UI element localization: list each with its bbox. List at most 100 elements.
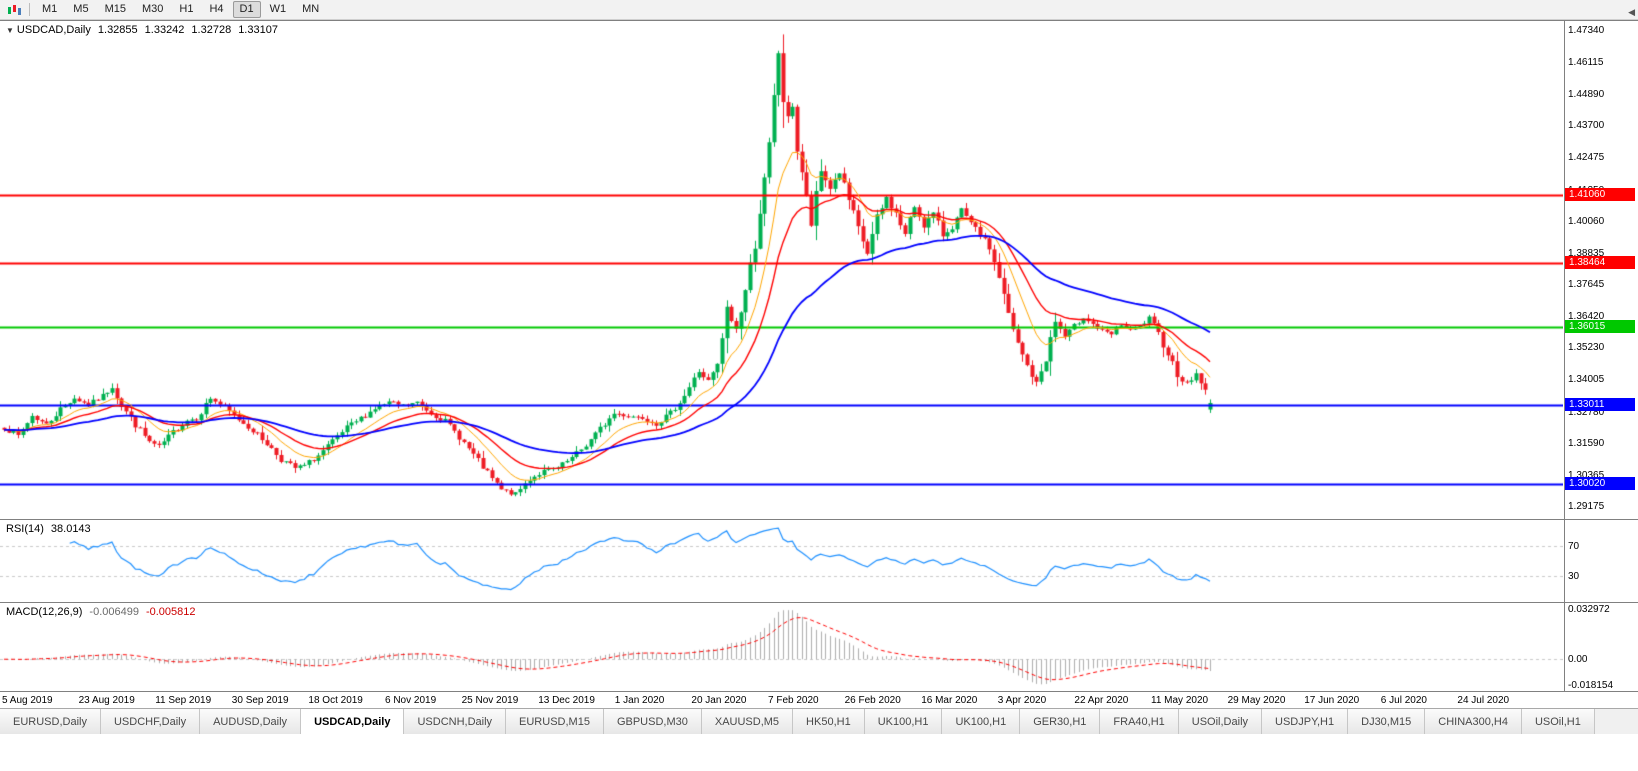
chart-type-icon[interactable] <box>3 2 25 18</box>
price-tick-label: 1.40060 <box>1568 215 1605 227</box>
price-tick-label: 1.37645 <box>1568 279 1605 291</box>
chart-tab-china300-h4[interactable]: CHINA300,H4 <box>1425 709 1522 734</box>
date-label: 30 Sep 2019 <box>231 695 289 706</box>
price-axis[interactable]: 1.473401.461151.448901.437001.424751.412… <box>1564 21 1638 519</box>
date-label: 11 Sep 2019 <box>155 695 212 706</box>
one-click-trading-icon[interactable]: ▼ <box>6 26 14 35</box>
price-line-badge: 1.36015 <box>1565 320 1635 333</box>
chart-tab-usoil-h1[interactable]: USOil,H1 <box>1521 709 1595 734</box>
price-line-badge: 1.33011 <box>1565 398 1635 411</box>
timeframe-button-m15[interactable]: M15 <box>104 3 126 15</box>
toolbar-separator <box>29 3 30 16</box>
date-label: 7 Feb 2020 <box>768 695 819 706</box>
chart-tab-eurusd-daily[interactable]: EURUSD,Daily <box>0 709 101 734</box>
price-line-badge: 1.38464 <box>1565 256 1635 269</box>
price-tick-label: 1.31590 <box>1568 437 1605 449</box>
price-tick-label: 1.38835 <box>1568 247 1605 259</box>
chart-symbol-label: USDCAD,Daily <box>16 24 91 36</box>
timeframe-button-d1[interactable]: D1 <box>232 1 261 18</box>
chart-header: ▼ USDCAD,Daily 1.32855 1.33242 1.32728 1.3310… <box>6 24 278 36</box>
chart-tab-uk100-h1[interactable]: UK100,H1 <box>942 709 1021 734</box>
chart-tab-eurusd-m15[interactable]: EURUSD,M15 <box>506 709 604 734</box>
chart-tab-uk100-h1[interactable]: UK100,H1 <box>864 709 943 734</box>
chart-tab-hk50-h1[interactable]: HK50,H1 <box>793 709 865 734</box>
rsi-tick-label: 70 <box>1568 541 1580 553</box>
chart-tab-fra40-h1[interactable]: FRA40,H1 <box>1100 709 1179 734</box>
price-tick-label: 1.42475 <box>1568 152 1605 164</box>
price-tick-label: 1.36420 <box>1568 311 1605 323</box>
macd-canvas[interactable] <box>0 603 1563 691</box>
rsi-name: RSI(14) <box>6 523 44 535</box>
timeframe-button-w1[interactable]: W1 <box>269 3 287 15</box>
macd-axis[interactable]: 0.032972 0.00 -0.018154 <box>1564 603 1638 691</box>
date-label: 3 Apr 2020 <box>997 695 1047 706</box>
chart-tab-xauusd-m5[interactable]: XAUUSD,M5 <box>701 709 794 734</box>
price-chart-panel: ▼ USDCAD,Daily 1.32855 1.33242 1.32728 1.3310… <box>0 21 1638 519</box>
date-label: 13 Dec 2019 <box>538 695 595 706</box>
macd-main-value: -0.006499 <box>89 606 139 618</box>
date-label: 6 Nov 2019 <box>385 695 437 706</box>
timeframe-button-h4[interactable]: H4 <box>209 3 224 15</box>
chart-tab-usdchf-daily[interactable]: USDCHF,Daily <box>100 709 201 734</box>
rsi-tick-label: 30 <box>1568 570 1580 582</box>
timeframe-button-m5[interactable]: M5 <box>73 3 89 15</box>
timeframe-button-h1[interactable]: H1 <box>179 3 194 15</box>
rsi-panel: RSI(14) 38.0143 70 30 <box>0 520 1638 602</box>
ohlc-close: 1.33107 <box>238 24 278 36</box>
price-tick-label: 1.44890 <box>1568 89 1605 101</box>
ohlc-high: 1.33242 <box>144 24 185 36</box>
macd-label: MACD(12,26,9) -0.006499 -0.005812 <box>6 606 196 618</box>
chart-tabbar: EURUSD,Daily USDCHF,Daily AUDUSD,Daily USDC… <box>0 708 1638 734</box>
date-label: 25 Nov 2019 <box>461 695 519 706</box>
date-label: 29 May 2020 <box>1227 695 1286 706</box>
ohlc-low: 1.32728 <box>191 24 232 36</box>
date-label: 22 Apr 2020 <box>1074 695 1129 706</box>
date-label: 11 May 2020 <box>1151 695 1209 706</box>
chart-tab-ger30-h1[interactable]: GER30,H1 <box>1020 709 1101 734</box>
chart-tab-audusd-daily[interactable]: AUDUSD,Daily <box>200 709 302 734</box>
chart-tab-dj30-m15[interactable]: DJ30,M15 <box>1348 709 1426 734</box>
chart-tab-usdcnh-daily[interactable]: USDCNH,Daily <box>404 709 507 734</box>
price-tick-label: 1.47340 <box>1568 24 1605 36</box>
price-tick-label: 1.29175 <box>1568 501 1605 513</box>
price-line-badge: 1.41060 <box>1565 188 1635 201</box>
macd-panel: MACD(12,26,9) -0.006499 -0.005812 0.032972… <box>0 603 1638 691</box>
date-axis[interactable]: 5 Aug 2019 23 Aug 2019 11 Sep 2019 30 Sep 2… <box>0 691 1638 709</box>
timeframe-button-mn[interactable]: MN <box>302 3 320 15</box>
date-label: 24 Jul 2020 <box>1457 695 1510 706</box>
macd-name: MACD(12,26,9) <box>6 606 83 618</box>
date-label: 26 Feb 2020 <box>844 695 901 706</box>
tab-scroll-left-icon[interactable]: ◀ <box>1628 7 1635 17</box>
timeframe-button-m30[interactable]: M30 <box>141 3 164 15</box>
timeframe-toolbar: M1 M5 M15 M30 H1 H4 D1 W1 MN <box>0 0 1638 20</box>
price-tick-label: 1.35230 <box>1568 342 1605 354</box>
macd-tick-label: 0.032972 <box>1568 604 1610 615</box>
chart-tab-usdcad-daily[interactable]: USDCAD,Daily <box>301 709 405 734</box>
macd-signal-value: -0.005812 <box>145 606 196 618</box>
date-label: 18 Oct 2019 <box>308 695 363 706</box>
panel-separator[interactable] <box>0 519 1638 520</box>
rsi-axis[interactable]: 70 30 <box>1564 520 1638 602</box>
date-label: 6 Jul 2020 <box>1380 695 1427 706</box>
date-label: 20 Jan 2020 <box>691 695 747 706</box>
price-tick-label: 1.30365 <box>1568 469 1605 481</box>
price-tick-label: 1.34005 <box>1568 374 1605 386</box>
chart-tab-usoil-daily[interactable]: USOil,Daily <box>1178 709 1263 734</box>
price-tick-label: 1.43700 <box>1568 120 1605 132</box>
rsi-canvas[interactable] <box>0 520 1563 602</box>
panel-separator[interactable] <box>0 602 1638 603</box>
chart-tab-gbpusd-m30[interactable]: GBPUSD,M30 <box>603 709 702 734</box>
date-label: 17 Jun 2020 <box>1304 695 1360 706</box>
macd-tick-label: 0.00 <box>1568 654 1588 666</box>
chart-tab-usdjpy-h1[interactable]: USDJPY,H1 <box>1262 709 1349 734</box>
date-label: 5 Aug 2019 <box>2 695 53 706</box>
timeframe-button-m1[interactable]: M1 <box>42 3 58 15</box>
price-chart-canvas[interactable] <box>0 21 1563 519</box>
price-tick-label: 1.32780 <box>1568 406 1605 418</box>
price-line-badge: 1.30020 <box>1565 477 1635 490</box>
price-tick-label: 1.46115 <box>1568 57 1604 69</box>
macd-tick-label: -0.018154 <box>1568 680 1614 691</box>
date-label: 16 Mar 2020 <box>921 695 978 706</box>
chart-region: ▼ USDCAD,Daily 1.32855 1.33242 1.32728 1.3310… <box>0 20 1638 709</box>
